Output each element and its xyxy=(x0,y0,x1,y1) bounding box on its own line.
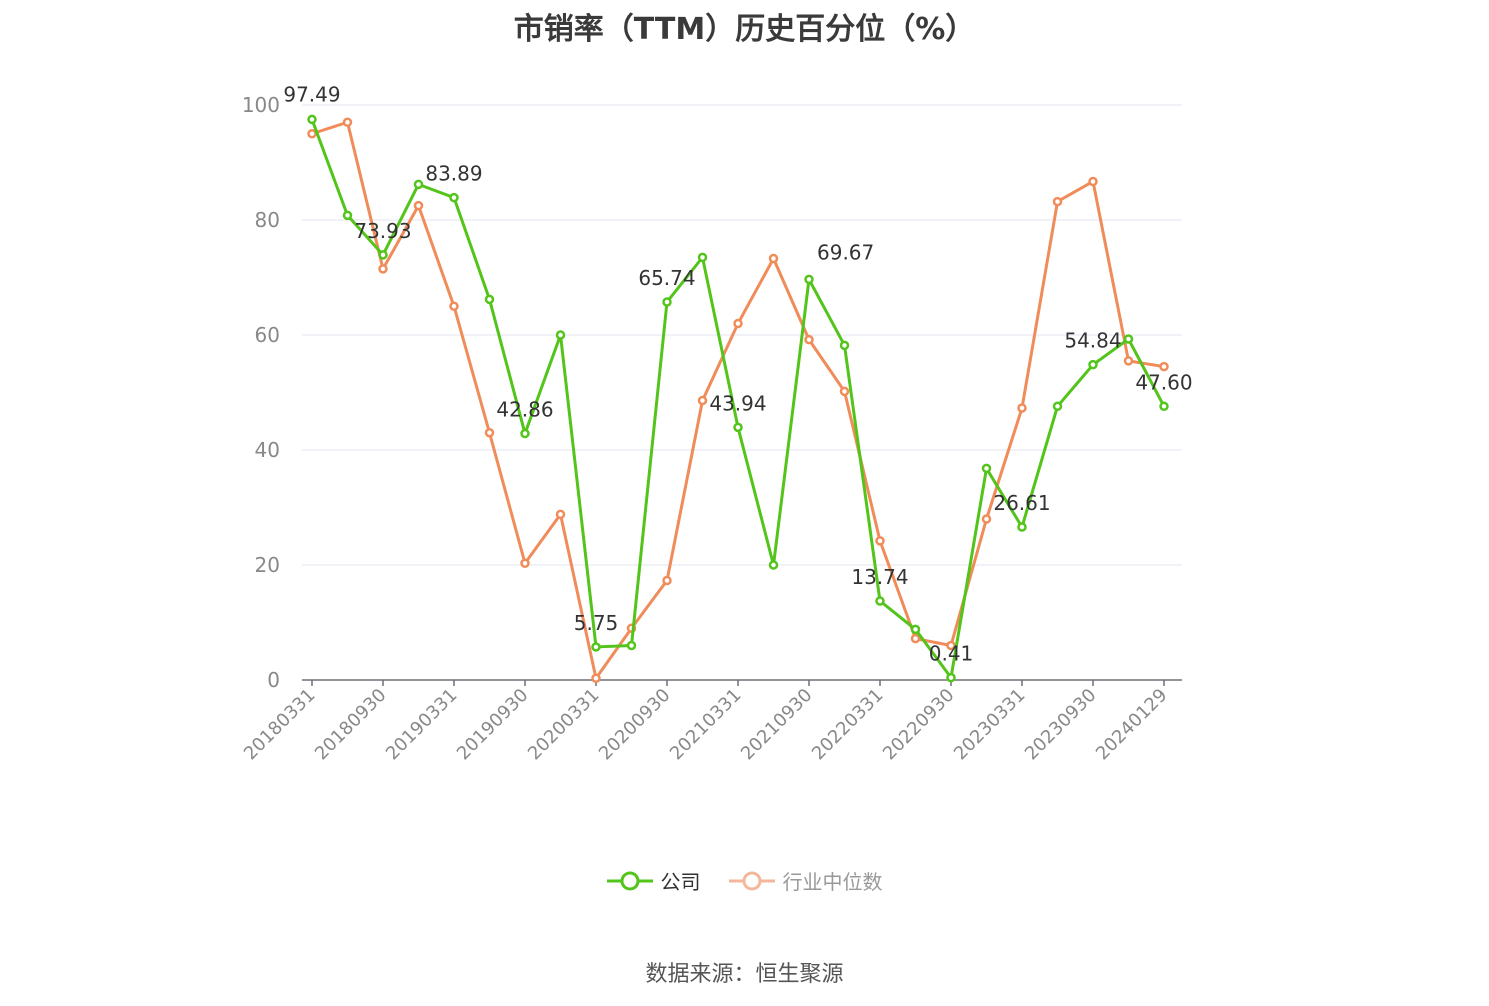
data-point[interactable] xyxy=(449,192,459,203)
data-point[interactable] xyxy=(910,624,921,635)
x-tick-label: 20220930 xyxy=(879,685,959,765)
data-point[interactable] xyxy=(768,560,779,570)
data-point[interactable] xyxy=(342,210,353,221)
data-label: 5.75 xyxy=(574,611,619,635)
data-point[interactable] xyxy=(839,386,850,397)
data-point[interactable] xyxy=(1088,176,1098,187)
data-point[interactable] xyxy=(910,633,921,644)
data-point[interactable] xyxy=(307,114,317,125)
data-point[interactable] xyxy=(662,575,672,586)
data-point[interactable] xyxy=(981,463,992,474)
data-point[interactable] xyxy=(946,672,956,683)
data-point[interactable] xyxy=(555,509,566,520)
data-point[interactable] xyxy=(342,117,353,127)
legend-label-company: 公司 xyxy=(660,870,701,894)
data-point[interactable] xyxy=(697,395,708,406)
data-label: 42.86 xyxy=(496,398,553,422)
data-label: 69.67 xyxy=(817,240,874,264)
data-point[interactable] xyxy=(1123,334,1134,344)
data-label: 13.74 xyxy=(851,565,908,589)
y-tick-label: 80 xyxy=(255,208,280,232)
data-point[interactable] xyxy=(946,640,956,651)
data-point[interactable] xyxy=(839,340,850,351)
data-point[interactable] xyxy=(520,558,530,569)
legend-label-industry-median: 行业中位数 xyxy=(782,870,883,894)
legend-item-company[interactable]: 公司 xyxy=(606,866,701,895)
y-tick-label: 40 xyxy=(255,438,280,462)
data-point[interactable] xyxy=(1017,403,1027,413)
data-label: 65.74 xyxy=(638,266,695,290)
data-point[interactable] xyxy=(378,264,388,274)
data-point[interactable] xyxy=(307,129,317,139)
data-point[interactable] xyxy=(520,428,530,439)
data-label: 83.89 xyxy=(425,162,482,186)
data-point[interactable] xyxy=(591,673,601,684)
data-label: 26.61 xyxy=(993,491,1050,515)
axes: 0 20 40 60 80 100 2018033120180930201903312019… xyxy=(240,93,1182,764)
x-tick-label: 20220331 xyxy=(808,685,888,765)
data-point[interactable] xyxy=(1088,359,1098,370)
data-point[interactable] xyxy=(484,294,495,305)
x-tick-label: 20210930 xyxy=(737,685,817,765)
data-point[interactable] xyxy=(378,250,388,260)
x-tick-label: 20190930 xyxy=(453,685,533,765)
data-point[interactable] xyxy=(484,428,495,438)
data-point[interactable] xyxy=(413,179,424,190)
data-label: 47.60 xyxy=(1135,370,1192,394)
data-source: 数据来源：恒生聚源 xyxy=(645,962,844,987)
data-point[interactable] xyxy=(733,422,743,433)
data-point[interactable] xyxy=(626,640,637,651)
data-point[interactable] xyxy=(1159,361,1169,372)
data-label: 43.94 xyxy=(709,391,766,415)
data-point[interactable] xyxy=(591,642,601,652)
data-point[interactable] xyxy=(1017,522,1027,532)
data-point[interactable] xyxy=(733,318,743,329)
legend-company-marker-icon xyxy=(606,871,653,890)
data-labels: 97.49 73.93 83.89 42.86 5.75 65.74 43.94 69.67 1… xyxy=(283,82,1192,665)
x-tick-label: 20210331 xyxy=(666,685,746,765)
y-tick-label: 60 xyxy=(255,323,280,347)
series-lines xyxy=(307,114,1169,684)
x-tick-label: 20180331 xyxy=(240,685,320,765)
data-point[interactable] xyxy=(981,514,992,524)
data-point[interactable] xyxy=(413,200,424,211)
y-tick-label: 20 xyxy=(255,553,280,577)
x-tick-label: 20200930 xyxy=(595,685,675,765)
y-tick-label: 0 xyxy=(267,668,280,692)
data-point[interactable] xyxy=(1052,196,1063,207)
data-label: 54.84 xyxy=(1064,329,1121,353)
data-label: 0.41 xyxy=(929,642,974,666)
y-tick-label: 100 xyxy=(242,93,280,117)
data-point[interactable] xyxy=(1052,401,1063,412)
x-tick-label: 20230331 xyxy=(950,685,1030,765)
data-point[interactable] xyxy=(768,253,779,264)
data-label: 73.93 xyxy=(354,219,411,243)
x-tick-label: 20240129 xyxy=(1092,685,1172,765)
legend-item-industry-median[interactable]: 行业中位数 xyxy=(728,866,883,895)
data-point[interactable] xyxy=(804,274,814,285)
data-point[interactable] xyxy=(875,536,885,546)
data-point[interactable] xyxy=(449,301,459,311)
data-label: 97.49 xyxy=(283,82,340,106)
chart-title: 市销率（TTM）历史百分位（%） xyxy=(513,12,976,47)
data-point[interactable] xyxy=(1123,356,1134,366)
data-point[interactable] xyxy=(697,252,708,263)
x-tick-label: 20190331 xyxy=(382,685,462,765)
legend: 公司 行业中位数 xyxy=(0,866,1489,895)
data-point[interactable] xyxy=(1159,401,1169,412)
data-point[interactable] xyxy=(875,596,885,606)
data-point[interactable] xyxy=(804,334,814,345)
data-point[interactable] xyxy=(555,330,566,340)
legend-industry-marker-icon xyxy=(728,871,775,890)
x-tick-label: 20180930 xyxy=(311,685,391,765)
x-tick-label: 20200331 xyxy=(524,685,604,765)
data-point[interactable] xyxy=(662,297,672,307)
x-tick-label: 20230930 xyxy=(1021,685,1101,765)
